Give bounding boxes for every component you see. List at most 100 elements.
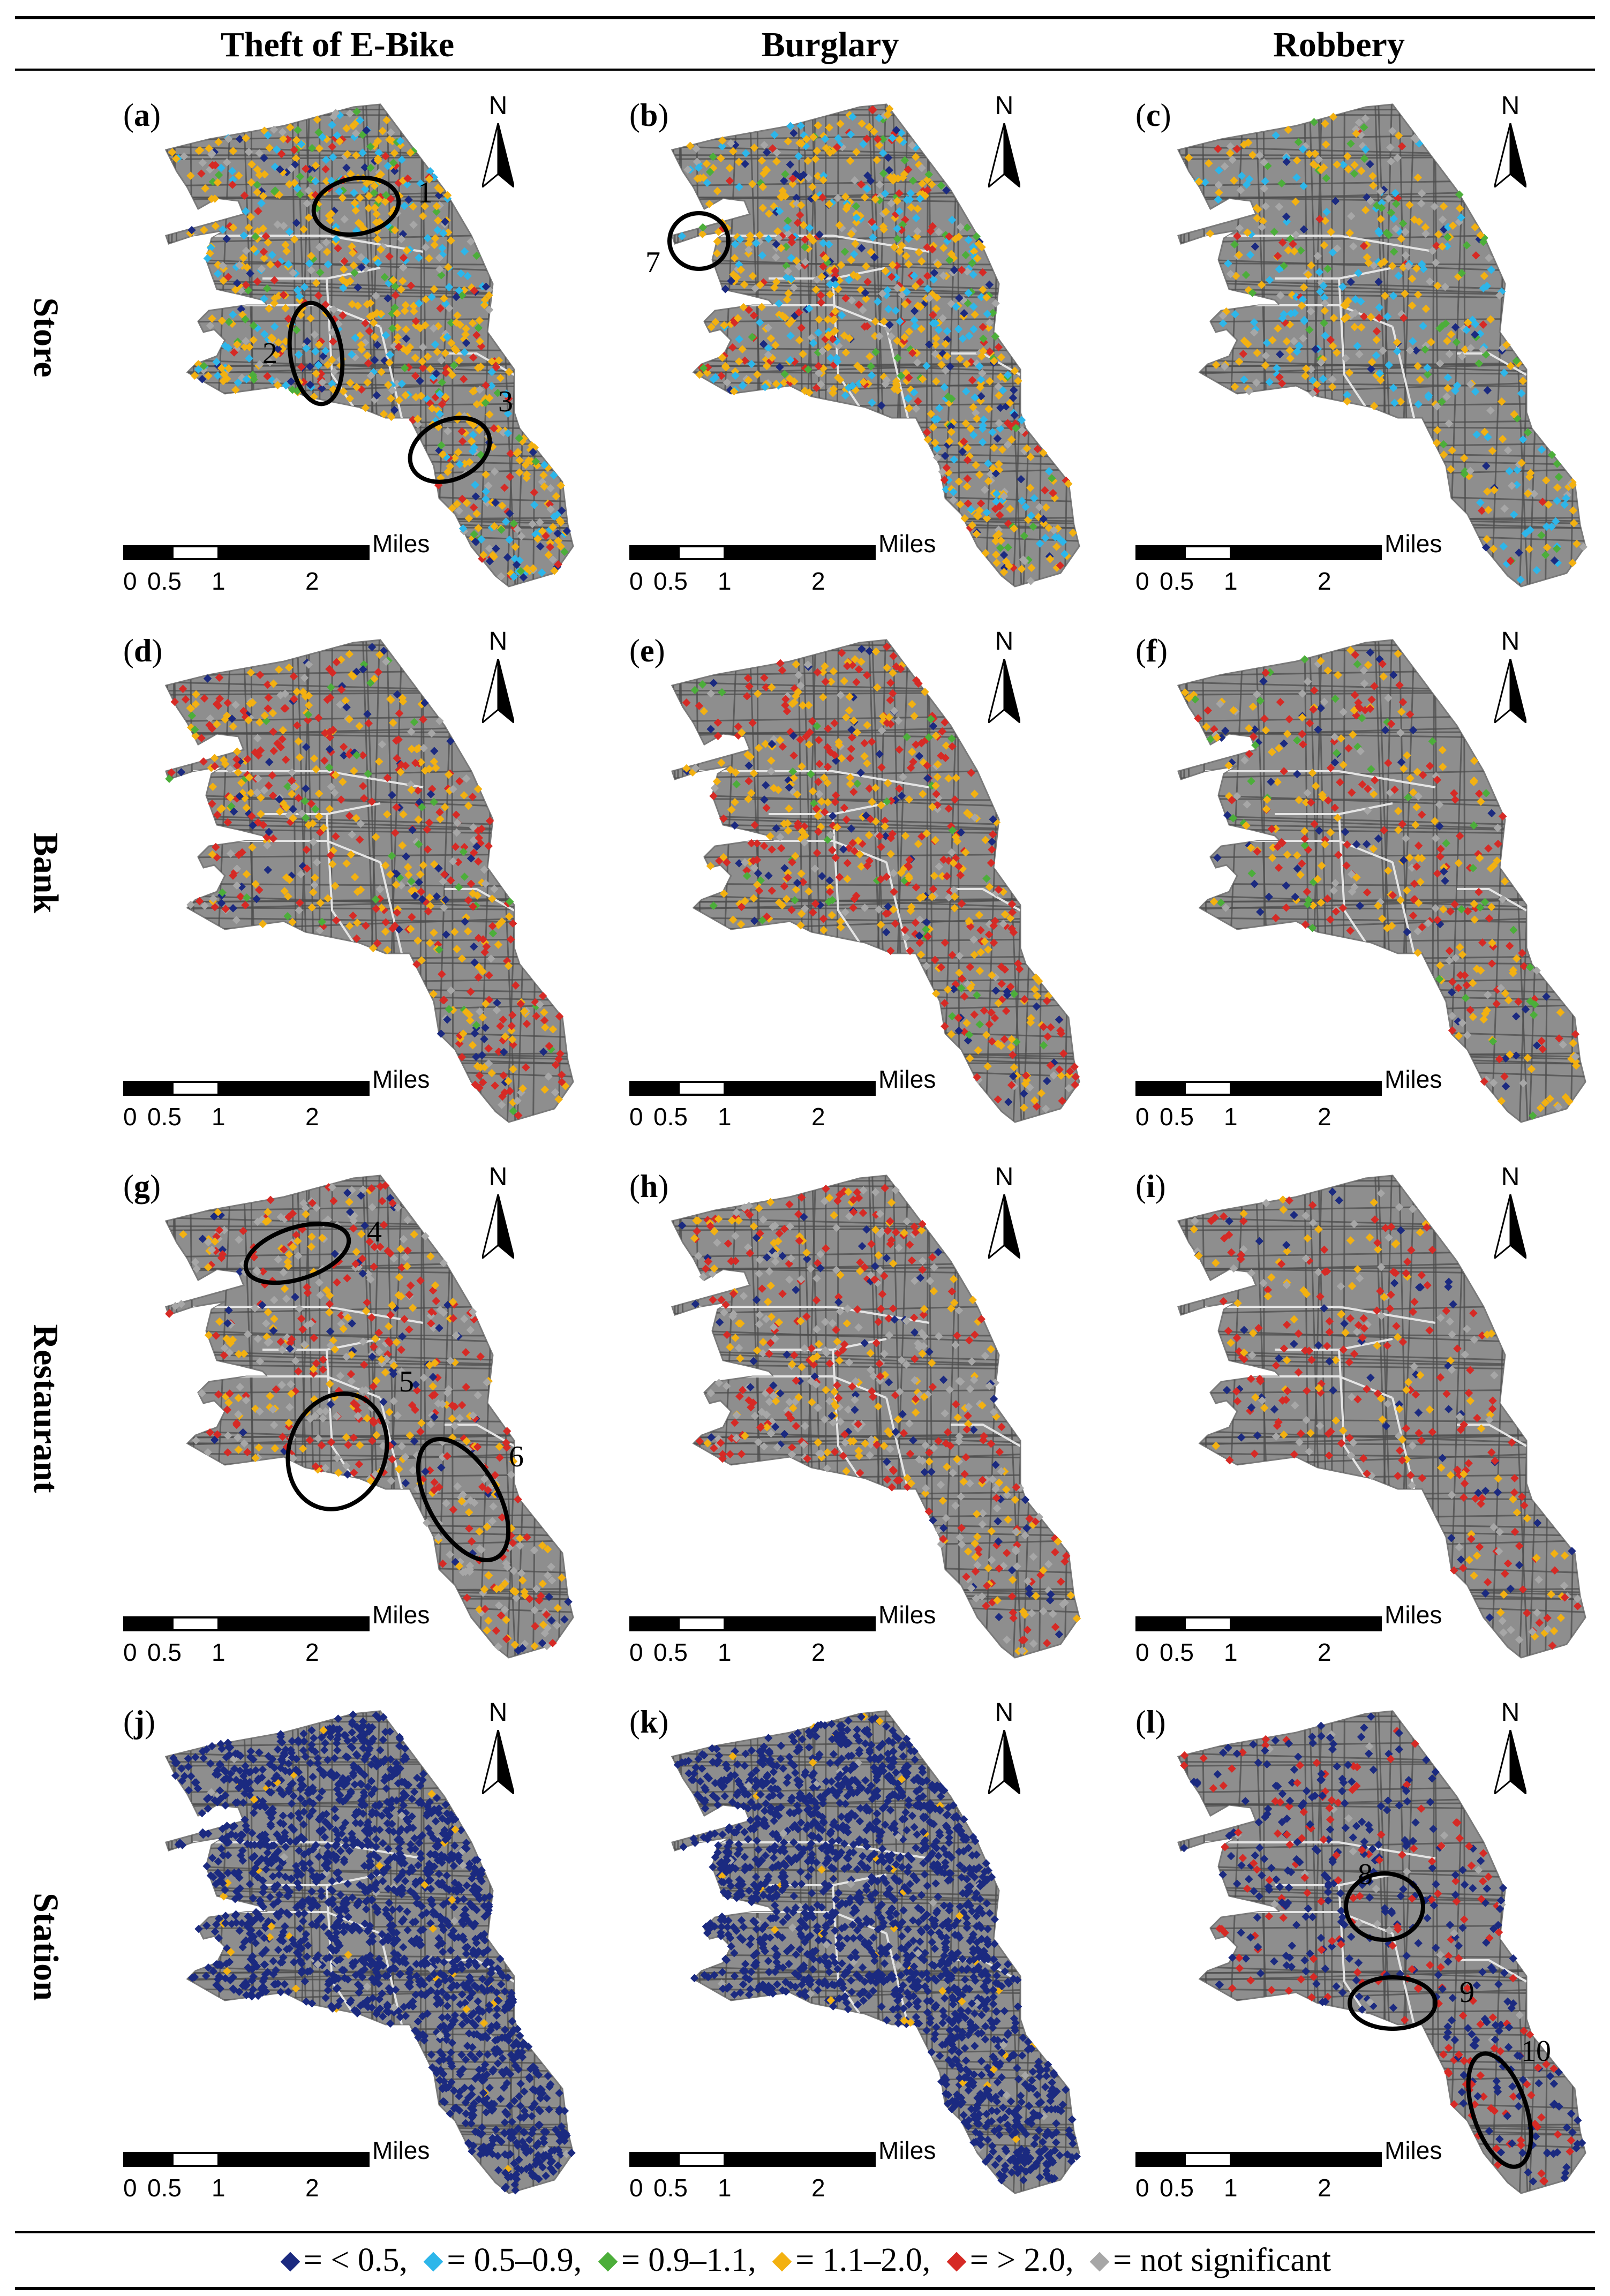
scale-bar-segment	[123, 1616, 171, 1631]
north-arrow-icon: N	[972, 1162, 1036, 1269]
district-map-f	[1177, 639, 1586, 1123]
scale-bar: Miles 0 0.5 1 2	[1135, 2137, 1521, 2201]
north-letter: N	[995, 92, 1014, 120]
panel-label-h: (h)	[629, 1169, 669, 1204]
scale-tick-label: 0	[123, 2174, 137, 2202]
scale-tick-label: 2	[305, 2174, 319, 2202]
map-panel-h: (h) N Miles 0 0.5 1 2	[608, 1146, 1101, 1676]
scale-tick-label: 0	[629, 1103, 643, 1131]
map-panel-a: 1 2 3 (a) N Miles 0 0.5 1 2	[102, 75, 595, 605]
scale-tick-label: 0.5	[653, 1103, 688, 1131]
north-letter: N	[1501, 1163, 1520, 1191]
north-letter: N	[995, 627, 1014, 656]
row-header-bank: Bank	[26, 832, 65, 914]
scale-bar-segment	[726, 1081, 876, 1096]
cluster-ellipse-1	[311, 175, 401, 237]
north-arrow-icon: N	[972, 91, 1036, 198]
scale-bar-segment	[678, 1081, 726, 1096]
scale-unit-label: Miles	[878, 1065, 936, 1093]
panel-label-i: (i)	[1135, 1169, 1166, 1204]
north-arrow-icon: N	[1478, 91, 1543, 198]
scale-tick-label: 0	[123, 1638, 137, 1666]
legend-symbol-09-11	[598, 2252, 618, 2272]
scale-tick-label: 0.5	[147, 2174, 182, 2202]
scale-unit-label: Miles	[372, 1601, 430, 1629]
scale-bar-segment	[1232, 1081, 1382, 1096]
legend-item-09-11: = 0.9–1.1,	[597, 2239, 756, 2282]
scale-unit-label: Miles	[1385, 1065, 1442, 1093]
map-panel-j: (j) N Miles 0 0.5 1 2	[102, 1682, 595, 2212]
scale-unit-label: Miles	[372, 530, 430, 558]
scale-tick-label: 0	[629, 1638, 643, 1666]
district-map-e	[671, 639, 1080, 1123]
district-map-j	[164, 1710, 576, 2195]
bottom-rule	[15, 2287, 1595, 2290]
scale-tick-label: 0.5	[653, 567, 688, 595]
scale-bar-segment	[678, 545, 726, 560]
north-arrow-icon: N	[972, 627, 1036, 734]
cluster-label-8: 8	[1358, 1858, 1373, 1891]
map-panel-k: (k) N Miles 0 0.5 1 2	[608, 1682, 1101, 2212]
scale-bar-segment	[1232, 545, 1382, 560]
legend-label-05-09: = 0.5–0.9,	[447, 2242, 582, 2278]
scale-tick-label: 1	[212, 1103, 225, 1131]
scale-bar-segment	[1184, 1081, 1232, 1096]
cluster-label-3: 3	[498, 385, 513, 418]
scale-bar: Miles 0 0.5 1 2	[629, 1601, 1015, 1666]
north-letter: N	[1501, 1698, 1520, 1727]
legend-label-09-11: = 0.9–1.1,	[621, 2242, 756, 2278]
cluster-label-7: 7	[645, 246, 660, 279]
panel-label-a: (a)	[123, 97, 161, 133]
column-header-robbery: Robbery	[1273, 25, 1405, 64]
scale-tick-label: 0.5	[147, 1638, 182, 1666]
map-panel-l: 8 9 10 (l) N Miles 0 0.5 1 2	[1114, 1682, 1607, 2212]
north-arrow-icon: N	[1478, 627, 1543, 734]
district-map-b	[667, 103, 1080, 588]
north-letter: N	[488, 1163, 508, 1191]
north-letter: N	[488, 92, 508, 120]
scale-tick-label: 1	[718, 1638, 732, 1666]
cluster-ellipse-4	[243, 1221, 351, 1285]
scale-bar-segment	[171, 1616, 220, 1631]
north-arrow-icon: N	[466, 91, 530, 198]
north-letter: N	[1501, 627, 1520, 656]
legend-item-gt20: = > 2.0,	[945, 2239, 1074, 2282]
map-panel-f: (f) N Miles 0 0.5 1 2	[1114, 611, 1607, 1141]
scale-bar-segment	[123, 1081, 171, 1096]
legend: = < 0.5, = 0.5–0.9, = 0.9–1.1, = 1.1–2.0…	[0, 2239, 1610, 2282]
district-map-c	[1177, 103, 1588, 588]
scale-bar-segment	[220, 545, 370, 560]
scale-tick-label: 1	[718, 2174, 732, 2202]
north-arrow-icon: N	[972, 1698, 1036, 1805]
legend-label-gt20: = > 2.0,	[969, 2242, 1074, 2278]
scale-tick-label: 0.5	[1160, 1638, 1194, 1666]
cluster-ellipse-6	[416, 1436, 511, 1563]
north-arrow-icon: N	[466, 627, 530, 734]
legend-symbol-gt20	[946, 2252, 967, 2272]
panel-label-b: (b)	[629, 97, 669, 133]
scale-bar-segment	[171, 2152, 220, 2167]
scale-tick-label: 1	[1224, 1638, 1238, 1666]
scale-tick-label: 2	[305, 1638, 319, 1666]
map-panel-i: (i) N Miles 0 0.5 1 2	[1114, 1146, 1607, 1676]
column-header-theft: Theft of E-Bike	[220, 25, 455, 64]
scale-unit-label: Miles	[878, 1601, 936, 1629]
north-arrow-icon: N	[1478, 1162, 1543, 1269]
panel-label-d: (d)	[123, 633, 163, 668]
map-panel-g: 4 5 6 (g) N Miles 0 0.5 1 2	[102, 1146, 595, 1676]
scale-bar-segment	[629, 1081, 678, 1096]
legend-symbol-lt05	[280, 2252, 300, 2272]
scale-tick-label: 0.5	[653, 1638, 688, 1666]
scale-bar-segment	[726, 2152, 876, 2167]
scale-tick-label: 1	[1224, 567, 1238, 595]
cluster-label-6: 6	[509, 1440, 524, 1473]
scale-tick-label: 1	[718, 567, 732, 595]
scale-unit-label: Miles	[372, 2136, 430, 2164]
scale-tick-label: 0.5	[1160, 1103, 1194, 1131]
scale-bar-segment	[123, 2152, 171, 2167]
map-panel-d: (d) N Miles 0 0.5 1 2	[102, 611, 595, 1141]
north-arrow-icon: N	[466, 1698, 530, 1805]
row-header-restaurant: Restaurant	[26, 1324, 65, 1493]
legend-item-11-20: = 1.1–2.0,	[771, 2239, 930, 2282]
district-map-g	[164, 1175, 574, 1659]
